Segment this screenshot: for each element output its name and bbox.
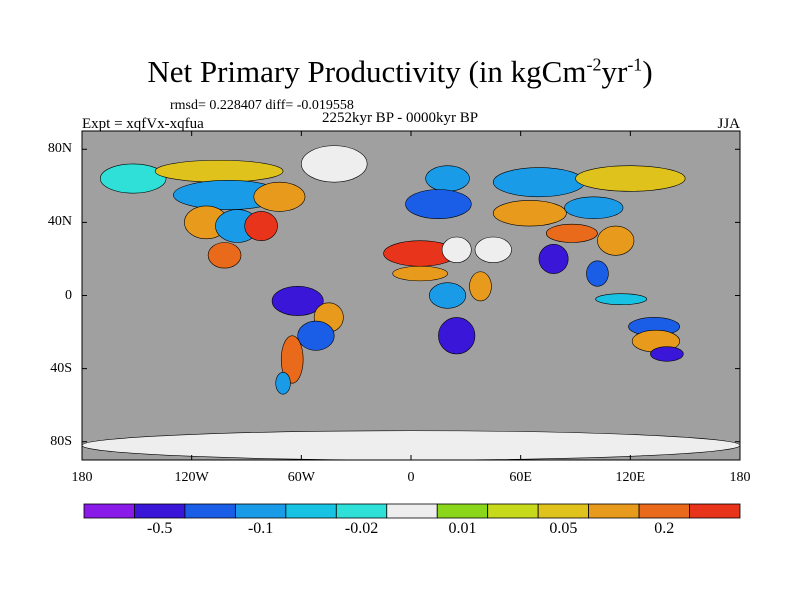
land-region-central-asia	[492, 200, 567, 227]
land-region-australia-south	[650, 346, 684, 362]
land-region-congo	[428, 282, 467, 309]
tick-marks	[81, 131, 741, 460]
land-region-tibet	[545, 223, 598, 243]
land-layer	[82, 145, 740, 460]
colorbar-label: 0.01	[448, 520, 477, 537]
y-tick-label: 40S	[50, 360, 72, 376]
land-region-china-east	[597, 225, 635, 256]
land-region-se-asia	[586, 260, 609, 287]
land-region-brazil-south	[297, 320, 335, 351]
colorbar-swatch	[285, 503, 337, 519]
land-region-mexico	[207, 242, 242, 269]
x-tick-label: 120E	[615, 470, 646, 485]
x-tick-label: 60E	[509, 470, 532, 485]
land-region-mongolia	[564, 196, 624, 220]
stats-text: rmsd= 0.228407 diff= -0.019558	[170, 98, 354, 113]
chart-title: Net Primary Productivity (in kgCm-2yr-1)	[147, 54, 653, 89]
colorbar-label: -0.02	[344, 520, 379, 537]
colorbar-swatch	[134, 503, 186, 519]
experiment-label: Expt = xqfVx-xqfua	[82, 116, 204, 132]
land-region-sahel	[392, 265, 448, 282]
land-region-patagonia	[275, 371, 291, 395]
land-region-canada-east	[253, 181, 306, 212]
land-region-argentina	[280, 335, 304, 384]
colorbar-swatch	[386, 503, 438, 519]
period-text: 2252kyr BP - 0000kyr BP	[321, 110, 479, 126]
land-region-usa-east	[244, 211, 278, 241]
y-tick-label: 0	[65, 287, 72, 303]
x-tick-label: 180	[729, 470, 751, 485]
land-region-indonesia	[595, 293, 648, 305]
land-region-amazon	[271, 286, 324, 316]
colorbar-swatch	[487, 503, 539, 519]
colorbar-label: 0.05	[549, 520, 578, 537]
colorbar-label: -0.1	[247, 520, 274, 537]
land-region-arabia	[474, 236, 512, 263]
colorbar-swatch	[436, 503, 489, 519]
season-label: JJA	[717, 116, 740, 132]
colorbar-swatch	[588, 503, 640, 519]
colorbar-swatch	[83, 503, 135, 519]
land-region-greenland	[301, 145, 368, 183]
y-tick-label: 40N	[47, 214, 72, 230]
colorbar-label: 0.2	[654, 520, 675, 537]
colorbar-label: -0.5	[147, 520, 173, 537]
y-tick-label: 80N	[47, 141, 72, 157]
land-region-east-africa	[469, 271, 492, 302]
land-region-southern-africa	[438, 317, 476, 355]
land-region-sahara-east	[441, 236, 472, 263]
land-region-india	[538, 244, 569, 274]
colorbar-swatch	[335, 503, 388, 519]
x-tick-label: 120W	[174, 470, 209, 485]
x-tick-label: 60W	[287, 470, 315, 485]
land-region-siberia-west	[492, 167, 585, 198]
land-region-scandinavia	[425, 165, 470, 192]
colorbar-swatch	[234, 503, 287, 519]
colorbar-swatch	[537, 503, 590, 519]
colorbar-swatch	[689, 503, 741, 519]
colorbar-swatch	[638, 503, 690, 519]
x-tick-label: 180	[71, 470, 93, 485]
y-tick-label: 80S	[50, 433, 72, 449]
land-region-alaska	[99, 163, 167, 194]
x-tick-label: 0	[407, 470, 415, 485]
land-region-europe	[405, 189, 472, 220]
land-region-canada-north	[154, 159, 284, 183]
land-region-siberia-east	[575, 165, 686, 192]
colorbar	[83, 503, 741, 519]
colorbar-swatch	[184, 503, 236, 519]
